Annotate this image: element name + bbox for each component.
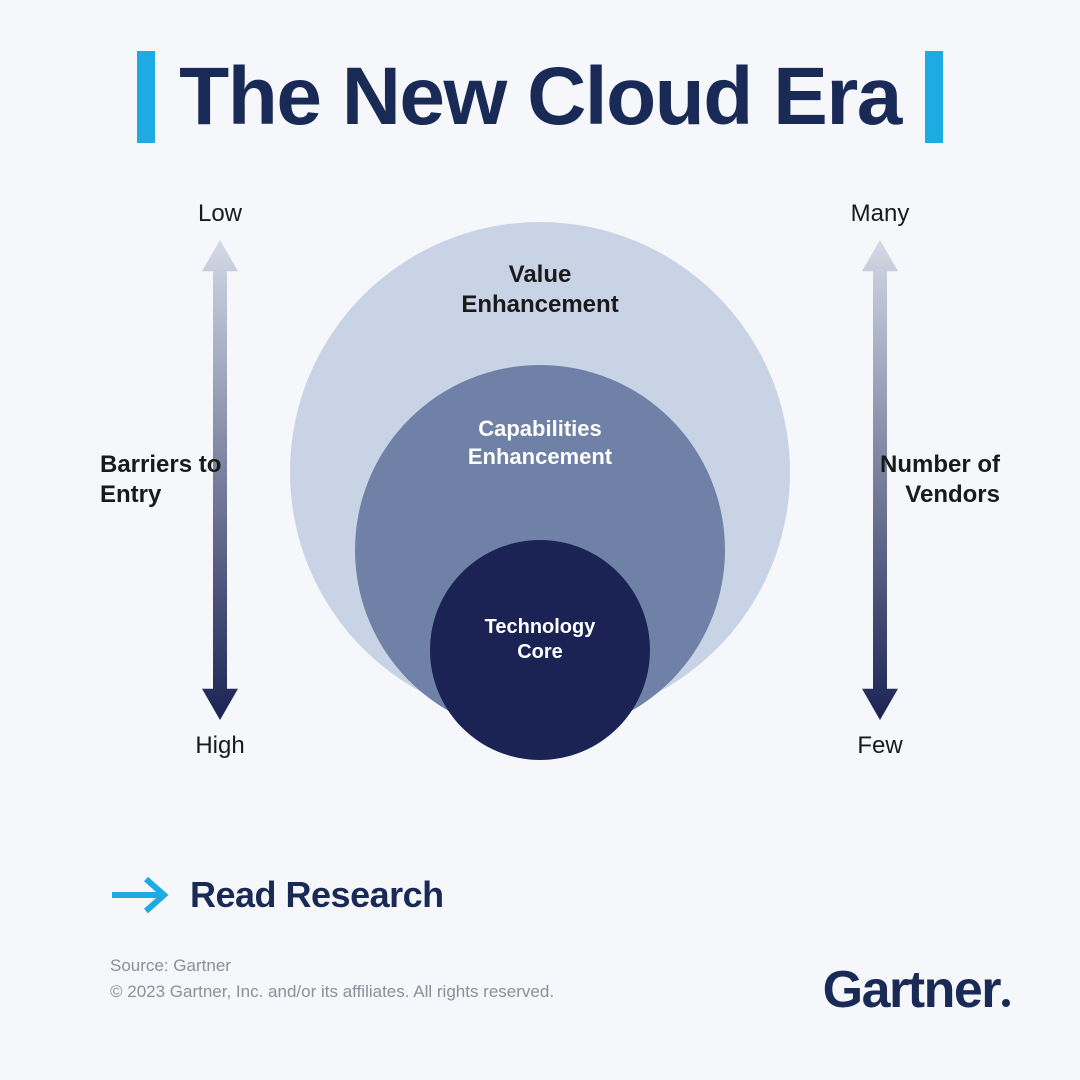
- right-axis-bottom-label: Few: [857, 732, 902, 760]
- arrow-right-icon: [110, 873, 170, 917]
- brand-dot-icon: [1002, 999, 1010, 1007]
- circle-outer-label: ValueEnhancement: [290, 260, 790, 320]
- brand-logo: Gartner: [823, 960, 1010, 1020]
- circle-middle-label: CapabilitiesEnhancement: [355, 415, 725, 470]
- title-accent-bar-right: [925, 51, 943, 143]
- right-axis: Many Few Number ofVendors: [790, 200, 970, 760]
- left-axis-title: Barriers toEntry: [100, 450, 280, 510]
- right-axis-title: Number ofVendors: [820, 450, 1000, 510]
- left-axis-top-label: Low: [198, 200, 242, 228]
- page-title: The New Cloud Era: [179, 50, 901, 144]
- read-research-link[interactable]: Read Research: [110, 873, 444, 917]
- right-axis-top-label: Many: [851, 200, 910, 228]
- circle-inner-label: TechnologyCore: [430, 615, 650, 665]
- cta-label: Read Research: [190, 874, 444, 916]
- attribution: Source: Gartner © 2023 Gartner, Inc. and…: [110, 953, 554, 1004]
- brand-name: Gartner: [823, 961, 1000, 1019]
- diagram: ValueEnhancement CapabilitiesEnhancement…: [0, 200, 1080, 820]
- left-axis: Low High Barriers toEntry: [130, 200, 310, 760]
- attribution-source: Source: Gartner: [110, 953, 554, 979]
- title-row: The New Cloud Era: [0, 50, 1080, 144]
- title-accent-bar-left: [137, 51, 155, 143]
- left-axis-bottom-label: High: [195, 732, 244, 760]
- attribution-copyright: © 2023 Gartner, Inc. and/or its affiliat…: [110, 979, 554, 1005]
